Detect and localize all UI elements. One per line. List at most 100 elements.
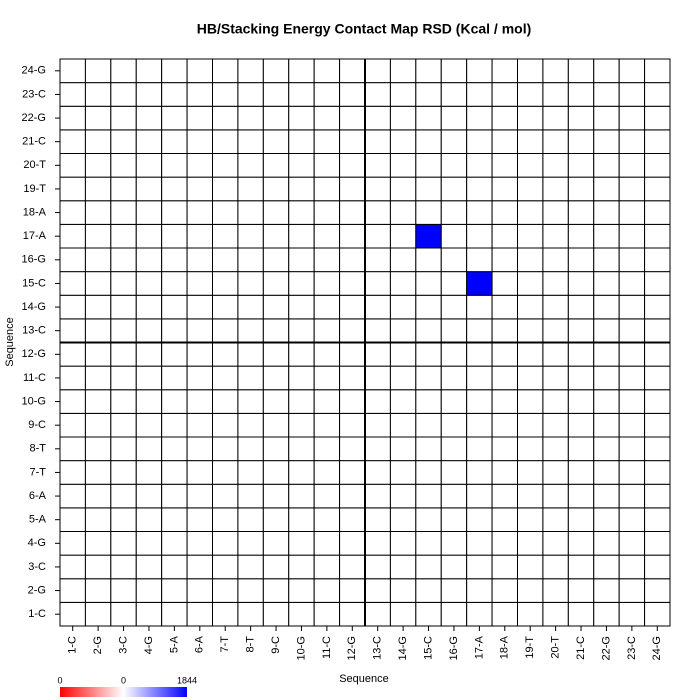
heatmap-cell	[389, 436, 417, 462]
heatmap-cell	[618, 507, 646, 532]
heatmap-cell	[491, 342, 519, 367]
heatmap-cell	[542, 601, 569, 627]
heatmap-cell	[262, 601, 290, 627]
heatmap-cell	[567, 342, 595, 367]
heatmap-cell	[542, 129, 569, 154]
heatmap-cell	[440, 460, 468, 485]
heatmap-cell	[440, 389, 468, 414]
heatmap-cell	[59, 436, 86, 462]
heatmap-cell	[593, 247, 620, 273]
heatmap-cell	[161, 153, 188, 178]
heatmap-cell	[618, 176, 646, 202]
heatmap-cell	[59, 129, 86, 154]
heatmap-cell	[313, 460, 341, 485]
heatmap-cell	[593, 483, 620, 509]
heatmap-cell	[212, 129, 239, 154]
y-tick-label: 24-G	[22, 65, 46, 77]
heatmap-cell	[212, 176, 239, 202]
heatmap-cell	[517, 365, 544, 391]
heatmap-cell	[59, 153, 86, 178]
heatmap-cell	[644, 507, 671, 532]
heatmap-cell	[339, 223, 366, 249]
heatmap-cell	[288, 294, 315, 320]
heatmap-cell	[364, 436, 391, 462]
heatmap-cell	[59, 365, 86, 391]
heatmap-cell	[161, 294, 188, 320]
heatmap-cell	[542, 389, 569, 414]
heatmap-cell	[466, 247, 493, 273]
heatmap-cell	[644, 105, 671, 131]
heatmap-cell	[339, 531, 366, 556]
heatmap-cell	[288, 129, 315, 154]
heatmap-cell	[161, 554, 188, 580]
heatmap-cell	[542, 105, 569, 131]
heatmap-cell	[212, 153, 239, 178]
heatmap-cell	[567, 389, 595, 414]
heatmap-cell	[542, 578, 569, 603]
heatmap-cell	[59, 176, 86, 202]
heatmap-cell	[593, 578, 620, 603]
heatmap-cell	[618, 389, 646, 414]
heatmap-cell	[313, 318, 341, 343]
heatmap-cell	[542, 460, 569, 485]
heatmap-cell	[364, 578, 391, 603]
heatmap-cell	[212, 412, 239, 438]
heatmap-cell	[237, 105, 264, 131]
heatmap-cell	[84, 82, 112, 107]
heatmap-cell	[161, 247, 188, 273]
y-tick-label: 21-C	[22, 136, 46, 148]
heatmap-cell	[364, 342, 391, 367]
heatmap-cell	[84, 105, 112, 131]
heatmap-cell	[440, 531, 468, 556]
heatmap-cell	[364, 294, 391, 320]
heatmap-cell	[567, 531, 595, 556]
heatmap-cell	[644, 176, 671, 202]
y-tick-label: 5-A	[29, 514, 47, 526]
heatmap-cell	[517, 318, 544, 343]
heatmap-cell	[313, 554, 341, 580]
heatmap-cell	[466, 271, 493, 296]
heatmap-cell	[491, 460, 519, 485]
heatmap-cell	[161, 531, 188, 556]
heatmap-cell	[288, 601, 315, 627]
heatmap-cell	[364, 129, 391, 154]
heatmap-cell	[593, 271, 620, 296]
heatmap-cell	[364, 223, 391, 249]
x-tick-label: 3-C	[117, 636, 129, 654]
y-tick-label: 9-C	[28, 419, 46, 431]
heatmap-cell	[440, 129, 468, 154]
heatmap-cell	[212, 82, 239, 107]
heatmap-cell	[135, 105, 163, 131]
heatmap-cell	[567, 318, 595, 343]
heatmap-cell	[110, 176, 137, 202]
heatmap-cell	[237, 389, 264, 414]
heatmap-cell	[415, 342, 442, 367]
heatmap-cell	[364, 271, 391, 296]
heatmap-cell	[110, 271, 137, 296]
heatmap-cell	[593, 294, 620, 320]
heatmap-cell	[644, 247, 671, 273]
heatmap-cell	[364, 82, 391, 107]
heatmap-cell	[466, 105, 493, 131]
heatmap-cell	[313, 294, 341, 320]
heatmap-cell	[84, 129, 112, 154]
heatmap-cell	[161, 483, 188, 509]
x-tick-label: 11-C	[321, 636, 333, 659]
heatmap-cell	[644, 578, 671, 603]
heatmap-cell	[517, 105, 544, 131]
heatmap-cell	[186, 412, 213, 438]
x-tick-label: 20-T	[550, 636, 562, 659]
heatmap-cell	[466, 412, 493, 438]
colorbar-label: 1844	[177, 675, 197, 685]
heatmap-cell	[644, 531, 671, 556]
heatmap-cell	[389, 247, 417, 273]
heatmap-cell	[161, 460, 188, 485]
heatmap-cell	[644, 389, 671, 414]
heatmap-cell	[339, 507, 366, 532]
y-tick-label: 17-A	[23, 230, 47, 242]
heatmap-cell	[593, 200, 620, 225]
heatmap-cell	[262, 342, 290, 367]
heatmap-cell	[84, 223, 112, 249]
heatmap-cell	[161, 176, 188, 202]
heatmap-cell	[59, 601, 86, 627]
